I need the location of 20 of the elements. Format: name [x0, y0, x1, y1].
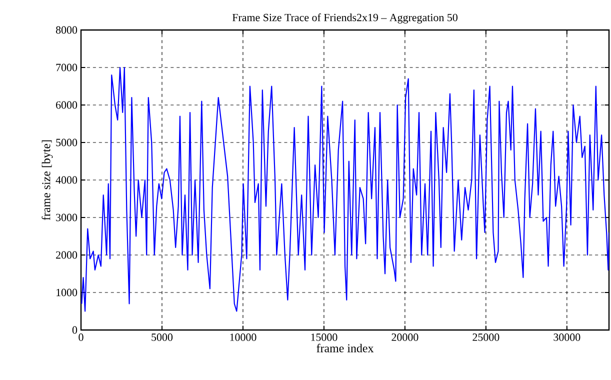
x-tick-label: 15000: [311, 334, 338, 341]
y-tick-label: 5000: [56, 138, 78, 146]
x-tick-label: 30000: [554, 334, 580, 341]
y-tick-label: 6000: [56, 101, 78, 109]
x-axis-title: frame index: [316, 344, 374, 352]
x-tick-label: 25000: [472, 334, 500, 341]
x-tick-label: 10000: [230, 334, 256, 341]
y-tick-label: 3000: [56, 214, 78, 222]
y-tick-label: 4000: [56, 176, 78, 184]
chart-title: Frame Size Trace of Friends2x19 – Aggregation 50: [232, 13, 458, 24]
y-tick-label: 2000: [56, 251, 78, 259]
y-tick-label: 7000: [56, 64, 78, 72]
x-tick-label: 5000: [152, 334, 173, 341]
line-series: [81, 66, 610, 312]
y-tick-label: 8000: [56, 26, 78, 34]
y-axis-title: frame size [byte]: [42, 140, 53, 220]
x-tick-label: 0: [78, 334, 84, 341]
y-tick-label: 1000: [56, 288, 78, 296]
y-tick-label: 0: [72, 326, 78, 334]
x-tick-label: 20000: [392, 334, 418, 341]
